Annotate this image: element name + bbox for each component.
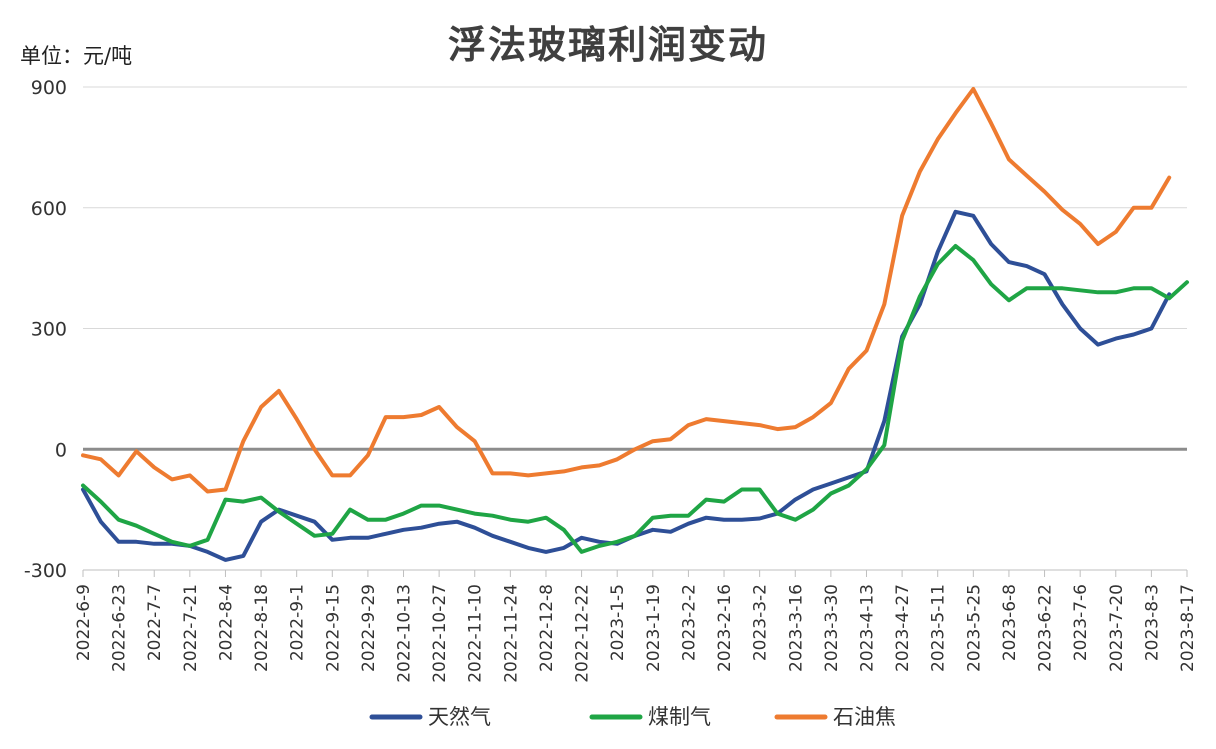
series-line-2 — [81, 244, 1189, 554]
x-tick-label: 2022-9-15 — [323, 584, 343, 672]
x-tick-label: 2023-1-19 — [644, 584, 664, 672]
x-tick-label: 2023-8-17 — [1178, 584, 1198, 672]
y-tick-label: 300 — [31, 319, 67, 341]
y-tick-label: -300 — [24, 560, 67, 582]
y-tick-label: 0 — [55, 439, 67, 461]
x-tick-label: 2023-1-5 — [608, 584, 628, 661]
x-tick-label: 2023-8-3 — [1142, 584, 1162, 661]
x-tick-label: 2023-5-11 — [929, 584, 949, 672]
unit-label: 单位：元/吨 — [20, 44, 133, 68]
x-tick-label: 2022-11-24 — [501, 584, 521, 683]
y-tick-label: 600 — [31, 198, 67, 220]
x-tick-label: 2023-6-22 — [1036, 584, 1056, 672]
x-tick-label: 2022-7-7 — [145, 584, 165, 661]
x-tick-label: 2022-10-13 — [395, 584, 415, 683]
chart-title: 浮法玻璃利润变动 — [447, 23, 768, 67]
x-tick-label: 2023-3-30 — [822, 584, 842, 672]
x-tick-label: 2023-4-27 — [893, 584, 913, 672]
x-tick-label: 2023-2-16 — [715, 584, 735, 672]
y-tick-label: 900 — [31, 77, 67, 99]
x-tick-label: 2022-6-9 — [74, 584, 94, 661]
series-line-3 — [81, 87, 1172, 494]
legend-label-1: 天然气 — [428, 705, 491, 729]
x-tick-label: 2023-3-2 — [751, 584, 771, 661]
x-tick-label: 2023-7-6 — [1071, 584, 1091, 661]
x-tick-label: 2023-5-25 — [964, 584, 984, 672]
x-tick-label: 2023-2-2 — [679, 584, 699, 661]
legend-label-3: 石油焦 — [833, 705, 896, 729]
x-tick-label: 2022-9-1 — [288, 584, 308, 661]
x-tick-label: 2022-7-21 — [181, 584, 201, 672]
x-tick-label: 2022-12-22 — [573, 584, 593, 683]
x-tick-label: 2022-12-8 — [537, 584, 557, 672]
x-tick-label: 2023-6-8 — [1000, 584, 1020, 661]
series-line-1 — [81, 209, 1172, 562]
x-tick-label: 2023-3-16 — [786, 584, 806, 672]
x-tick-label: 2023-7-20 — [1107, 584, 1127, 672]
x-tick-label: 2022-10-27 — [430, 584, 450, 683]
x-tick-label: 2022-6-23 — [110, 584, 130, 672]
x-tick-label: 2022-8-4 — [216, 584, 236, 661]
x-tick-label: 2022-11-10 — [466, 584, 486, 683]
x-tick-label: 2023-4-13 — [857, 584, 877, 672]
legend-label-2: 煤制气 — [648, 705, 711, 729]
x-tick-label: 2022-9-29 — [359, 584, 379, 672]
x-tick-label: 2022-8-18 — [252, 584, 272, 672]
